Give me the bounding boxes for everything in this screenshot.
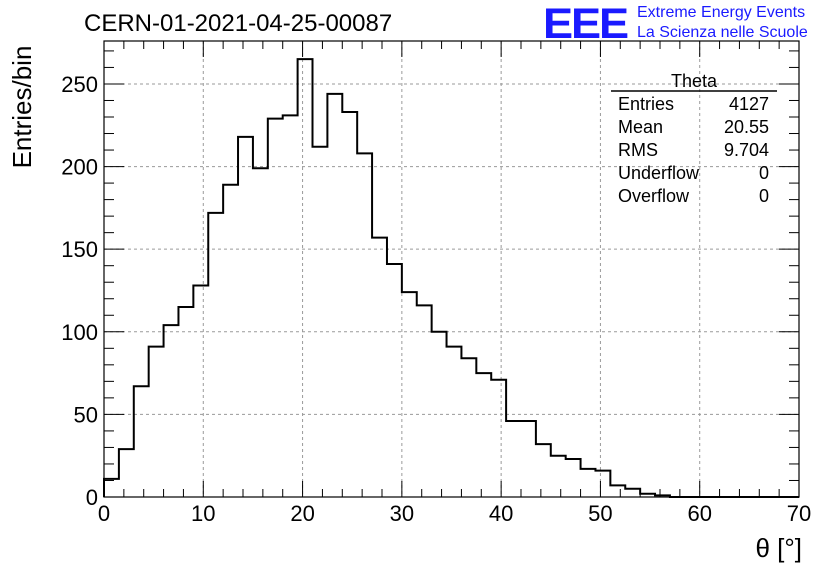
- histogram-bin-6: [193, 286, 208, 497]
- stats-row-value-2: 9.704: [724, 140, 769, 160]
- histogram-bin-8: [223, 185, 238, 497]
- histogram-bin-23: [447, 347, 462, 497]
- histogram-bin-9: [238, 137, 253, 497]
- histogram-bin-14: [313, 147, 328, 497]
- y-tick-label-4: 200: [61, 155, 98, 180]
- histogram-bin-21: [417, 305, 432, 497]
- stats-row-label-3: Underflow: [618, 163, 700, 183]
- stats-row-label-1: Mean: [618, 117, 663, 137]
- logo-line-1: Extreme Energy Events: [637, 4, 806, 21]
- x-axis-label: θ [°]: [755, 533, 802, 563]
- histogram-bin-18: [372, 238, 387, 497]
- histogram-bin-29: [536, 444, 551, 497]
- histogram-bin-16: [342, 112, 357, 497]
- logo-line-2: La Scienza nelle Scuole: [637, 24, 808, 41]
- eee-logo-mark: EEE: [543, 0, 629, 48]
- x-tick-label-6: 60: [687, 501, 711, 526]
- x-tick-label-7: 70: [787, 501, 811, 526]
- x-tick-label-3: 30: [390, 501, 414, 526]
- histogram-bin-12: [283, 115, 298, 497]
- histogram-bin-13: [298, 59, 313, 497]
- histogram-bin-24: [461, 358, 476, 497]
- histogram-bin-11: [268, 119, 283, 497]
- stats-row-value-0: 4127: [729, 94, 769, 114]
- histogram-bin-25: [476, 373, 491, 497]
- histogram-bin-3: [149, 347, 164, 497]
- histogram-bin-0: [104, 479, 119, 497]
- histogram-bin-2: [134, 386, 149, 497]
- y-tick-label-5: 250: [61, 72, 98, 97]
- histogram-bin-10: [253, 168, 268, 497]
- histogram-bin-22: [432, 332, 447, 497]
- histogram-bin-35: [625, 489, 640, 497]
- stats-row-value-3: 0: [759, 163, 769, 183]
- chart-title: CERN-01-2021-04-25-00087: [84, 10, 393, 37]
- histogram-bin-28: [521, 421, 536, 497]
- stats-row-label-4: Overflow: [618, 186, 690, 206]
- plot-frame: [103, 40, 800, 498]
- stats-box-title: Theta: [671, 71, 718, 91]
- histogram-bin-26: [491, 380, 506, 497]
- histogram-bin-34: [610, 485, 625, 497]
- histogram-bin-20: [402, 292, 417, 497]
- histogram-bin-27: [506, 421, 521, 497]
- x-tick-label-5: 50: [588, 501, 612, 526]
- histogram-bin-32: [581, 469, 596, 497]
- y-tick-label-3: 150: [61, 237, 98, 262]
- histogram-bin-30: [551, 456, 566, 497]
- x-tick-label-4: 40: [489, 501, 513, 526]
- histogram-bin-33: [595, 471, 610, 497]
- histogram-bin-4: [164, 325, 179, 497]
- y-tick-label-2: 100: [61, 320, 98, 345]
- histogram-bin-15: [327, 94, 342, 497]
- histogram-bin-19: [387, 264, 402, 497]
- histogram-bin-17: [357, 153, 372, 497]
- y-tick-label-0: 0: [86, 485, 98, 510]
- histogram-bin-5: [178, 307, 193, 497]
- histogram-bin-1: [119, 449, 134, 497]
- stats-row-value-4: 0: [759, 186, 769, 206]
- stats-row-value-1: 20.55: [724, 117, 769, 137]
- stats-row-label-0: Entries: [618, 94, 674, 114]
- x-tick-label-2: 20: [290, 501, 314, 526]
- stats-row-label-2: RMS: [618, 140, 658, 160]
- histogram-outline: [103, 58, 799, 498]
- histogram-bin-31: [566, 459, 581, 497]
- y-tick-label-1: 50: [74, 402, 98, 427]
- x-tick-label-1: 10: [191, 501, 215, 526]
- histogram-bin-7: [208, 213, 223, 497]
- x-tick-label-0: 0: [98, 501, 110, 526]
